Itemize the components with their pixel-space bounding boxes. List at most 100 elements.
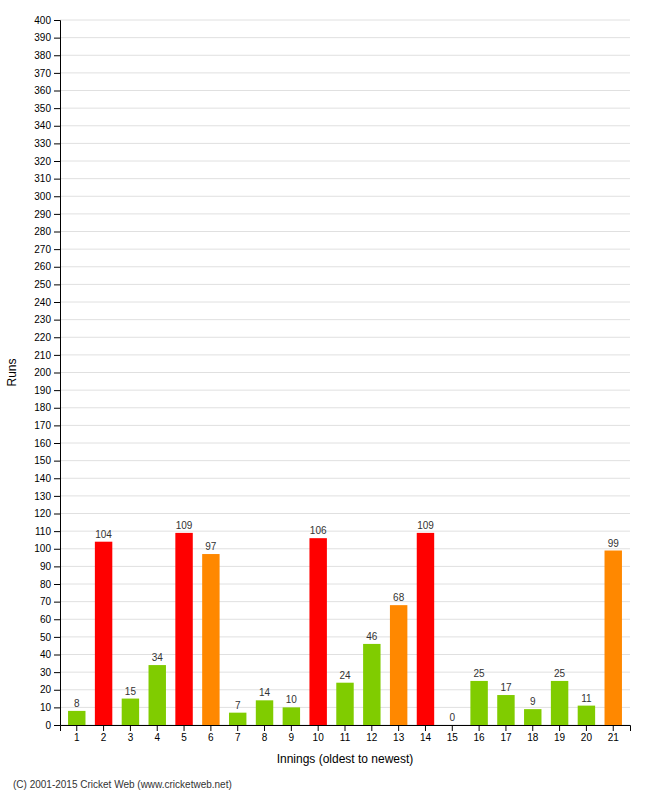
x-tick: 1 [74, 725, 80, 743]
y-tick-mark [54, 461, 60, 462]
y-tick-mark [54, 619, 60, 620]
bar [122, 699, 139, 725]
y-tick-mark [54, 38, 60, 39]
x-tick: 7 [235, 725, 241, 743]
x-tick: 8 [262, 725, 268, 743]
data-label: 0 [450, 712, 456, 723]
x-tick: 20 [581, 725, 593, 743]
x-tick-mark [452, 725, 453, 731]
y-tick-label: 140 [34, 473, 51, 484]
x-tick: 18 [527, 725, 539, 743]
y-tick-label: 330 [34, 138, 51, 149]
data-label: 9 [530, 696, 536, 707]
y-tick-label: 230 [34, 314, 51, 325]
y-tick-label: 80 [40, 579, 52, 590]
y-tick-label: 170 [34, 420, 51, 431]
y-tick-label: 40 [40, 649, 52, 660]
grid-line [60, 20, 630, 21]
grid-line [60, 566, 630, 567]
bar [470, 681, 487, 725]
y-tick-mark [54, 55, 60, 56]
grid-line [60, 654, 630, 655]
y-tick-label: 400 [34, 15, 51, 26]
grid-line [60, 55, 630, 56]
x-tick: 6 [208, 725, 214, 743]
x-tick-mark [479, 725, 480, 731]
y-tick-label: 50 [40, 632, 52, 643]
y-tick-label: 120 [34, 508, 51, 519]
y-tick-label: 280 [34, 226, 51, 237]
y-tick-mark [54, 566, 60, 567]
bar [149, 665, 166, 725]
y-tick: 260 [34, 261, 60, 272]
grid-line [60, 231, 630, 232]
y-tick-mark [54, 514, 60, 515]
x-tick: 14 [420, 725, 432, 743]
y-tick: 0 [45, 720, 60, 731]
y-tick: 300 [34, 191, 60, 202]
x-tick-mark [157, 725, 158, 731]
grid-line [60, 407, 630, 408]
y-tick-mark [54, 637, 60, 638]
y-tick: 160 [34, 438, 60, 449]
y-tick-label: 60 [40, 614, 52, 625]
data-label: 17 [500, 682, 512, 693]
data-labels: 8104153410997714101062446681090251792511… [74, 520, 619, 723]
y-tick: 60 [40, 614, 60, 625]
grid-line [60, 531, 630, 532]
data-label: 109 [417, 520, 434, 531]
y-tick-mark [54, 284, 60, 285]
y-axis-title: Runs [5, 358, 19, 386]
grid-line [60, 249, 630, 250]
y-tick-mark [54, 549, 60, 550]
y-tick-label: 350 [34, 103, 51, 114]
y-tick-label: 340 [34, 120, 51, 131]
grid-line [60, 178, 630, 179]
x-tick-mark [184, 725, 185, 731]
y-tick: 250 [34, 279, 60, 290]
y-axis-line [54, 21, 61, 726]
grid-line [60, 37, 630, 38]
x-tick-mark [586, 725, 587, 731]
grid-line [60, 143, 630, 144]
bar [309, 538, 326, 725]
y-tick-mark [54, 249, 60, 250]
data-label: 106 [310, 525, 327, 536]
x-tick-label: 4 [154, 732, 160, 743]
data-label: 68 [393, 592, 405, 603]
x-tick-mark [613, 725, 614, 731]
x-tick-mark [371, 725, 372, 731]
y-tick-label: 240 [34, 297, 51, 308]
y-tick: 390 [34, 32, 60, 43]
x-tick-label: 5 [181, 732, 187, 743]
y-tick-mark [54, 655, 60, 656]
x-tick: 9 [289, 725, 295, 743]
y-tick-mark [54, 707, 60, 708]
y-tick-mark [54, 390, 60, 391]
x-tick-label: 15 [447, 732, 459, 743]
grid-line [60, 460, 630, 461]
bar [68, 711, 85, 725]
x-tick: 19 [554, 725, 566, 743]
data-label: 104 [95, 529, 112, 540]
plot: 0102030405060708090100110120130140150160… [34, 15, 630, 743]
y-tick-mark [54, 355, 60, 356]
y-tick-mark [54, 302, 60, 303]
grid [60, 20, 630, 725]
bar [95, 542, 112, 725]
grid-line [60, 72, 630, 73]
y-tick-mark [54, 584, 60, 585]
x-tick-label: 16 [474, 732, 486, 743]
x-tick-mark [264, 725, 265, 731]
y-tick-mark [54, 496, 60, 497]
grid-line [60, 584, 630, 585]
y-tick-mark [54, 143, 60, 144]
x-tick-label: 17 [500, 732, 512, 743]
y-tick: 330 [34, 138, 60, 149]
data-label: 7 [235, 700, 241, 711]
grid-line [60, 125, 630, 126]
x-tick: 4 [154, 725, 160, 743]
y-tick: 150 [34, 455, 60, 466]
grid-line [60, 425, 630, 426]
y-tick-label: 310 [34, 173, 51, 184]
